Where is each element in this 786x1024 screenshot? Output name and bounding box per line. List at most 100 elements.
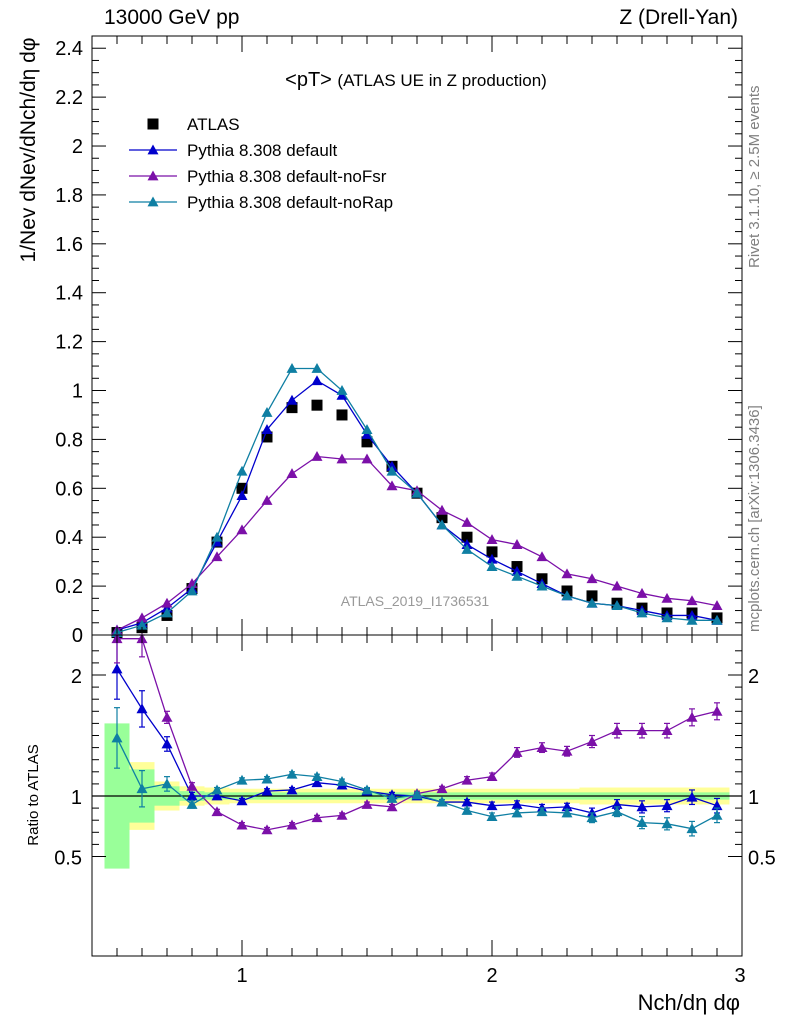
ratio-data-point [211,790,223,801]
data-point [361,453,373,464]
data-point [436,519,448,530]
main-y-tick-label: 1.2 [55,332,83,354]
legend-label: Pythia 8.308 default-noRap [187,193,393,212]
ratio-data-point [636,725,648,736]
ratio-data-point [536,806,548,817]
data-point [586,597,598,608]
chart-title: <pT> (ATLAS UE in Z production) [285,69,547,91]
main-y-tick-label: 1.6 [55,234,83,256]
data-point [511,570,523,581]
data-point [661,592,673,603]
ratio-data-point [711,705,723,716]
data-point [136,612,148,623]
data-point [311,451,323,461]
legend-marker [147,144,159,155]
ratio-data-point [511,807,523,818]
ratio-data-point [611,806,623,817]
ratio-data-point [561,807,573,818]
data-point [411,487,423,498]
data-point [561,590,573,601]
data-point [336,385,348,395]
ratio-x-tick-label: 1 [236,965,247,987]
x-axis-label: Nch/dη dφ [638,990,740,1015]
data-point [261,407,273,417]
data-point [286,394,298,405]
ratio-data-point [186,798,198,809]
ratio-data-point [111,732,123,743]
ratio-data-point [461,796,473,807]
data-point [611,580,623,591]
ratio-data-point [461,774,473,785]
data-point [286,468,298,479]
legend-label: Pythia 8.308 default [187,141,338,160]
ratio-data-point [211,784,223,795]
ratio-data-point [386,801,398,812]
data-point [536,580,548,591]
ratio-data-point [511,746,523,757]
legend-marker [147,118,159,130]
ratio-data-point [286,768,298,779]
data-point [711,614,723,625]
ratio-data-point [636,817,648,828]
ratio-data-point [686,711,698,722]
ratio-data-point [186,790,198,801]
data-point [236,465,248,476]
data-point [486,553,498,564]
ratio-data-point [311,777,323,788]
data-point [486,546,498,558]
ratio-data-point [561,745,573,756]
ratio-data-point [186,780,198,791]
data-point [336,453,348,464]
data-point [436,504,448,515]
main-y-tick-label: 1.8 [55,185,83,207]
data-point [186,585,198,596]
data-point [361,424,373,435]
watermark: ATLAS_2019_I1736531 [341,593,490,609]
ratio-data-point [461,805,473,815]
data-point [536,551,548,562]
ratio-data-point [586,812,598,823]
ratio-data-point [286,819,298,830]
ratio-data-point [286,784,298,795]
data-point [161,607,173,618]
ratio-data-point [436,783,448,794]
legend-entry: Pythia 8.308 default [129,141,338,160]
ratio-data-point [336,775,348,786]
ratio-data-point [211,806,223,817]
ratio-data-point [586,736,598,746]
main-y-tick-label: 1 [72,381,83,403]
ratio-data-point [661,818,673,829]
data-point [586,573,598,584]
main-y-tick-label: 0.6 [55,478,83,500]
ratio-x-tick-label: 2 [486,965,497,987]
data-point [211,531,223,542]
legend-marker [147,196,159,207]
ratio-y-tick-label-right: 2 [748,666,759,688]
data-point [161,597,173,608]
ratio-data-point [111,663,123,674]
ratio-data-point [711,809,723,820]
ratio-data-point [361,784,373,795]
ratio-data-point [161,738,173,749]
ratio-data-point [261,785,273,796]
data-point [436,512,448,524]
data-point [386,480,398,491]
data-point [311,363,323,373]
ratio-data-point [686,823,698,834]
data-point [711,600,723,611]
data-point [561,568,573,579]
legend-entry: ATLAS [147,115,240,134]
data-point [336,409,348,421]
ratio-y-tick-label: 2 [71,666,82,688]
ratio-data-point [486,771,498,782]
main-y-tick-label: 0.4 [55,527,83,549]
ratio-data-point [611,725,623,736]
main-y-tick-label: 0.8 [55,429,83,451]
ratio-data-point [136,703,148,714]
data-point [611,600,623,611]
legend-entry: Pythia 8.308 default-noFsr [129,167,387,186]
ratio-data-point [236,774,248,785]
legend-label: ATLAS [187,115,240,134]
ratio-y-tick-label: 1 [71,787,82,809]
